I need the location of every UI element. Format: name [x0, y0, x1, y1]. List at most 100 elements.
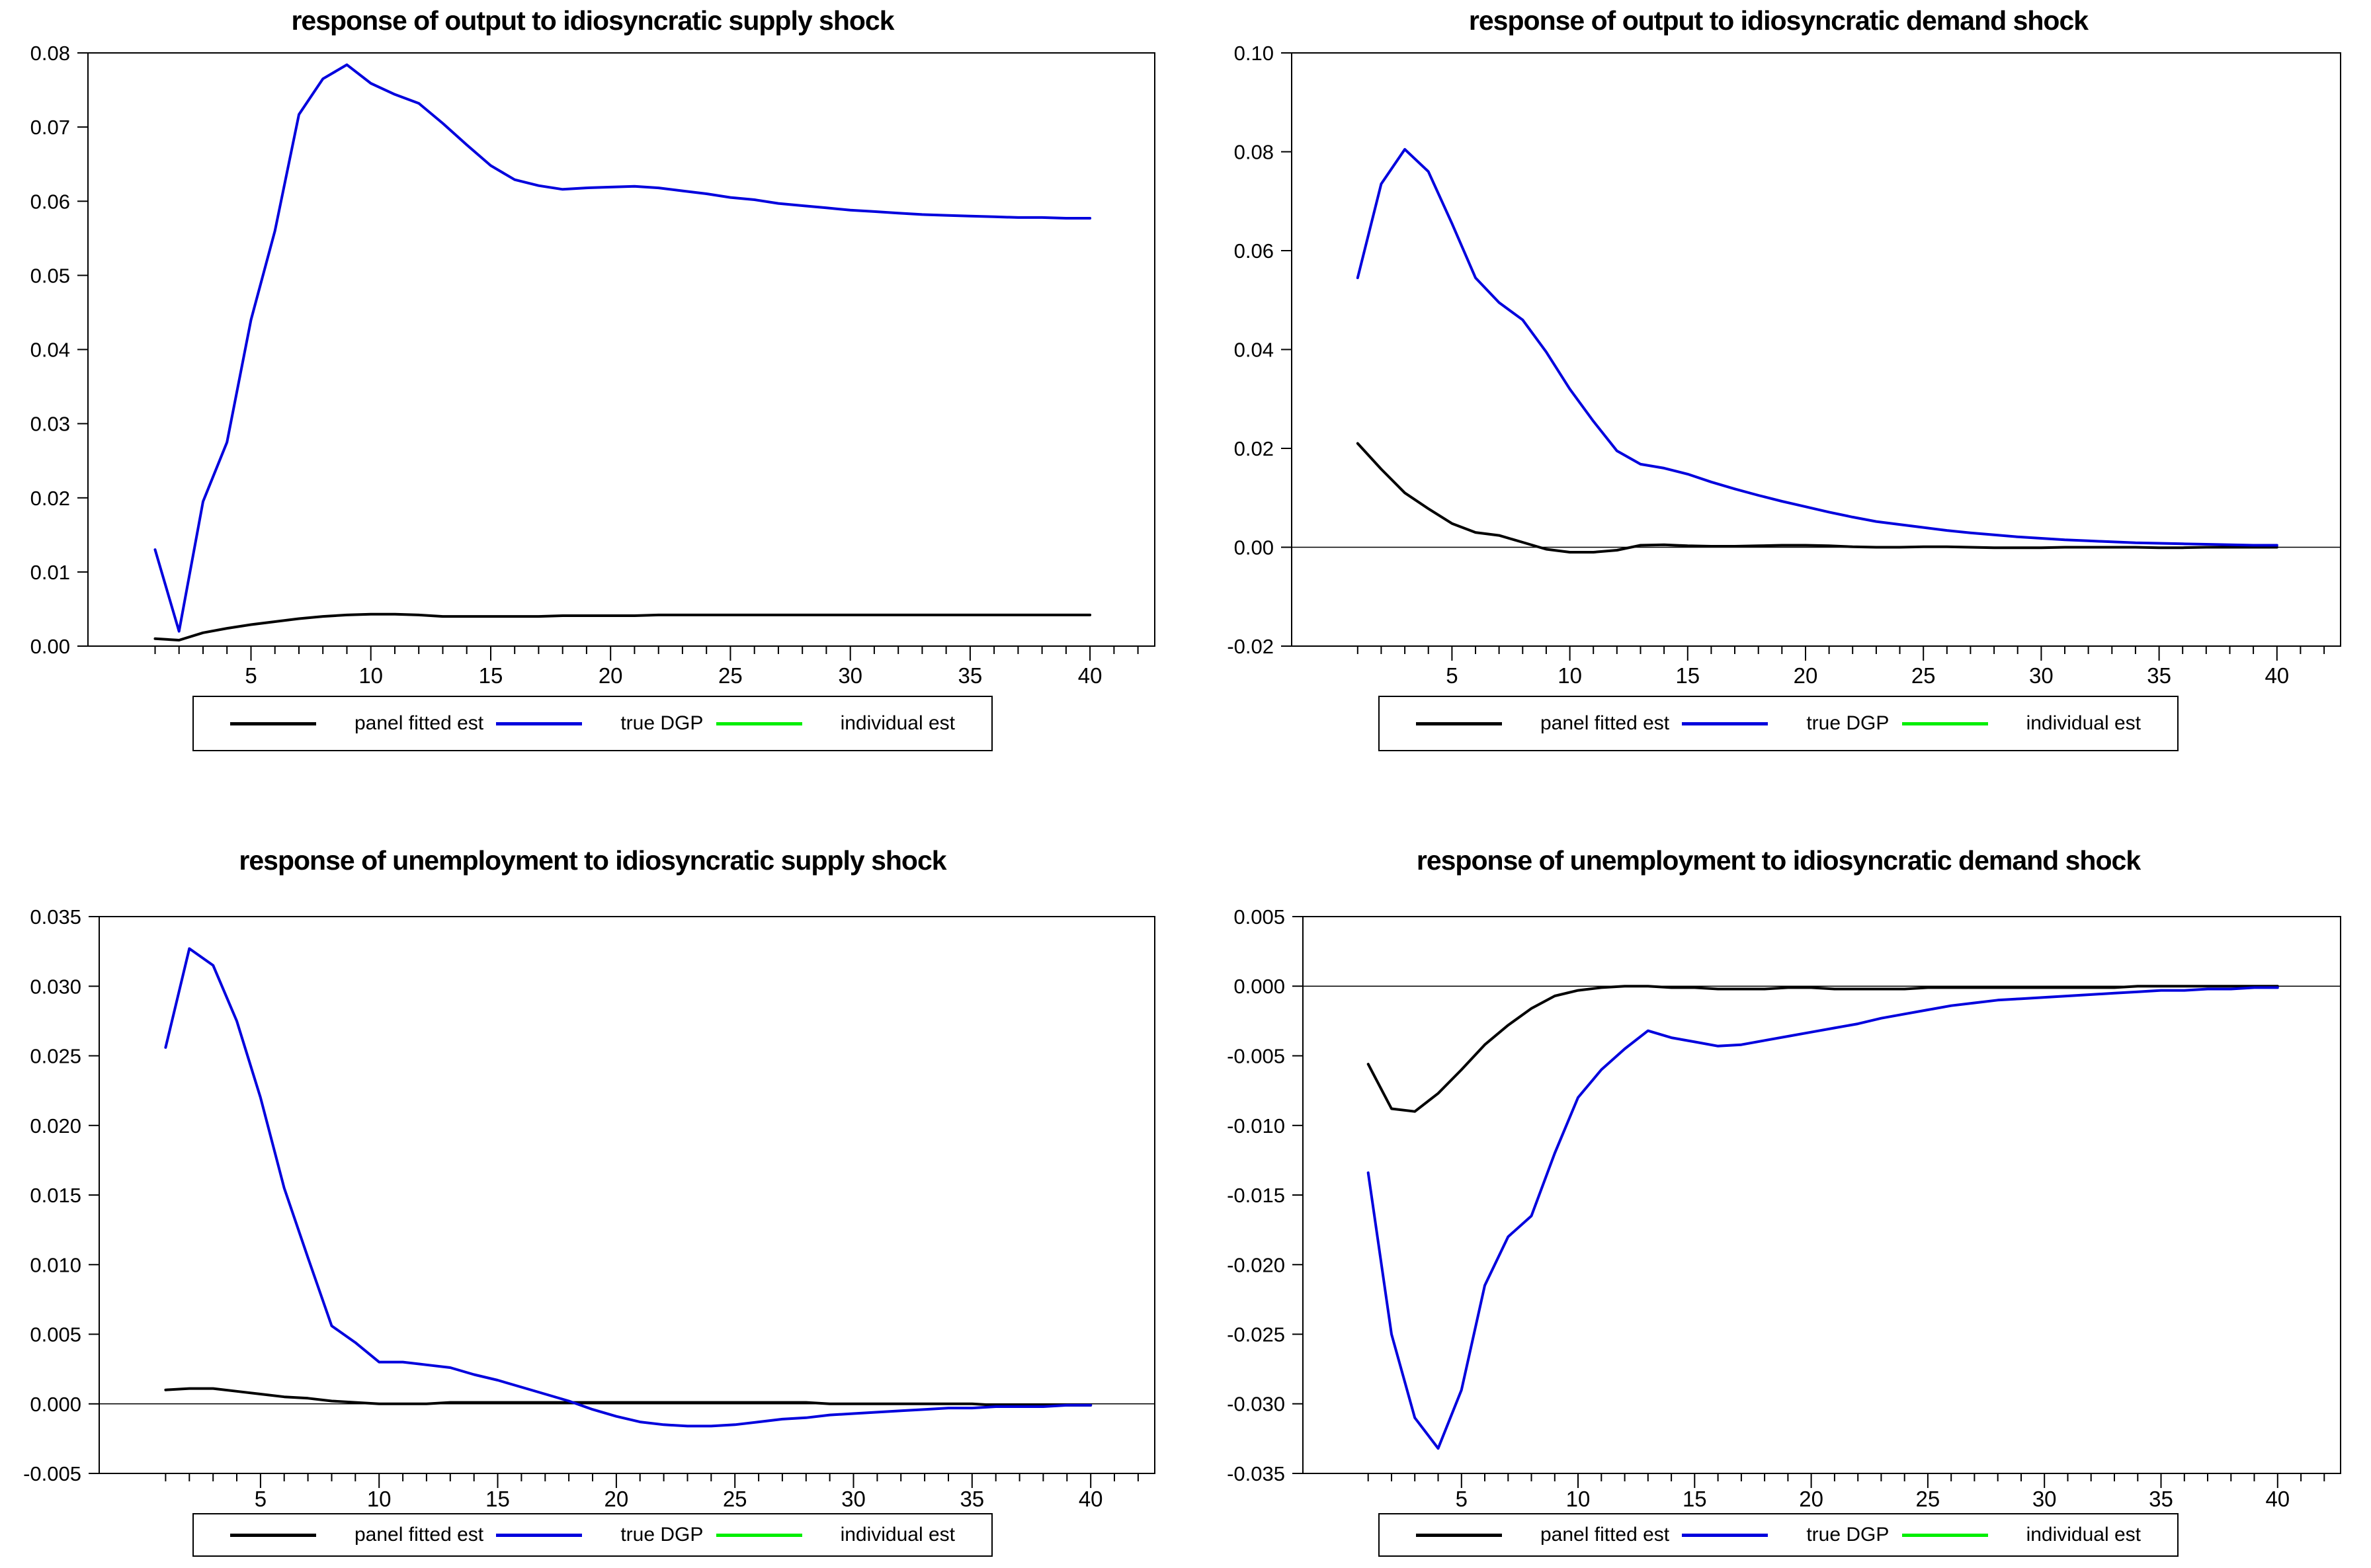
- legend-label: true DGP: [620, 1524, 704, 1546]
- x-tick-label: 35: [2147, 663, 2171, 688]
- y-tick-label: 0.005: [30, 1323, 81, 1346]
- x-tick-label: 5: [1456, 1487, 1468, 1511]
- chart-title: response of output to idiosyncratic dema…: [1468, 5, 2089, 36]
- x-tick-label: 40: [2265, 663, 2289, 688]
- x-tick-label: 10: [367, 1487, 392, 1511]
- legend-item: true DGP: [496, 1524, 703, 1546]
- x-tick-label: 40: [2265, 1487, 2290, 1511]
- legend-label: panel fitted est: [1540, 712, 1670, 734]
- legend: panel fitted est true DGP individual est: [192, 1513, 993, 1557]
- plot-area: 0.00 0.01 0.02 0.03 0.04 0.05 0.06 0.07 0.08 5 10 1…: [30, 42, 1155, 688]
- legend-label: panel fitted est: [354, 1524, 484, 1546]
- y-tick-label: -0.035: [1227, 1462, 1285, 1485]
- x-tick-label: 25: [723, 1487, 747, 1511]
- x-tick-label: 5: [1446, 663, 1458, 688]
- y-tick-label: 0.00: [30, 635, 70, 658]
- x-tick-label: 35: [960, 1487, 984, 1511]
- x-tick-label: 40: [1079, 1487, 1103, 1511]
- series-line: [164, 1387, 1093, 1407]
- x-tick-label: 25: [718, 663, 743, 688]
- plot-frame: [1291, 52, 2341, 647]
- legend-item: true DGP: [496, 712, 703, 735]
- y-tick-label: 0.08: [30, 42, 70, 65]
- y-tick-label: 0.025: [30, 1045, 81, 1068]
- series-line: [153, 612, 1092, 641]
- y-tick-label: -0.005: [23, 1462, 81, 1485]
- plot-frame: [87, 52, 1155, 647]
- y-tick-label: 0.010: [30, 1253, 81, 1276]
- legend-line-sample: [496, 722, 583, 725]
- legend-label: individual est: [2026, 1524, 2141, 1546]
- y-tick-label: -0.02: [1227, 635, 1274, 658]
- legend-item: individual est: [1901, 1524, 2141, 1546]
- legend-line-sample: [496, 1533, 583, 1537]
- plot-area: -0.035 -0.030 -0.025 -0.020 -0.015 -0.010 -0.0…: [1227, 905, 2341, 1511]
- chart-title: response of unemployment to idiosyncrati…: [239, 845, 946, 876]
- legend: panel fitted est true DGP individual est: [192, 696, 993, 751]
- plot-frame: [1302, 916, 2341, 1474]
- series-line: [1366, 985, 2279, 1113]
- y-tick-label: 0.04: [1234, 339, 1274, 362]
- legend-line-sample: [1901, 1533, 1988, 1537]
- chart-panel-unemployment-demand-shock: response of unemployment to idiosyncrati…: [1186, 784, 2371, 1568]
- x-tick-label: 40: [1078, 663, 1102, 688]
- y-tick-label: 0.030: [30, 975, 81, 998]
- y-tick-label: 0.06: [1234, 239, 1274, 263]
- x-tick-label: 20: [599, 663, 623, 688]
- y-tick-label: -0.010: [1227, 1114, 1285, 1137]
- chart-panel-unemployment-supply-shock: response of unemployment to idiosyncrati…: [0, 784, 1185, 1568]
- y-tick-label: 0.005: [1233, 905, 1285, 928]
- y-tick-label: 0.02: [30, 487, 70, 510]
- x-tick-label: 30: [2032, 1487, 2057, 1511]
- y-tick-label: 0.08: [1234, 141, 1274, 164]
- plot-area: -0.02 0.00 0.02 0.04 0.06 0.08 0.10 5 10 15 20 25 30…: [1227, 42, 2341, 688]
- y-tick-label: 0.02: [1234, 437, 1274, 460]
- legend-item: individual est: [1901, 712, 2141, 735]
- legend-item: panel fitted est: [1416, 1524, 1669, 1546]
- x-tick-label: 25: [1911, 663, 1936, 688]
- legend-line-sample: [716, 1533, 802, 1537]
- series-line: [164, 947, 1093, 1428]
- x-tick-label: 10: [358, 663, 383, 688]
- y-tick-label: 0.000: [30, 1393, 81, 1416]
- chart-panel-output-supply-shock: response of output to idiosyncratic supp…: [0, 0, 1185, 784]
- y-tick-label: 0.03: [30, 413, 70, 436]
- x-tick-label: 20: [1794, 663, 1818, 688]
- x-tick-label: 5: [245, 663, 257, 688]
- y-tick-label: 0.07: [30, 116, 70, 139]
- legend: panel fitted est true DGP individual est: [1378, 696, 2179, 751]
- legend-label: true DGP: [1806, 1524, 1890, 1546]
- legend-item: panel fitted est: [1416, 712, 1669, 735]
- y-tick-label: -0.005: [1227, 1045, 1285, 1068]
- chart-title: response of unemployment to idiosyncrati…: [1416, 845, 2141, 876]
- y-tick-label: 0.04: [30, 339, 70, 362]
- legend-label: individual est: [2026, 712, 2141, 734]
- y-tick-label: 0.01: [30, 561, 70, 584]
- y-tick-label: 0.000: [1233, 975, 1285, 998]
- legend-item: panel fitted est: [230, 712, 483, 735]
- y-tick-label: 0.00: [1234, 536, 1274, 559]
- y-tick-label: 0.015: [30, 1184, 81, 1207]
- y-tick-label: -0.030: [1227, 1393, 1285, 1416]
- legend-label: individual est: [840, 712, 955, 734]
- legend-line-sample: [1416, 1533, 1502, 1537]
- legend-line-sample: [716, 722, 802, 725]
- x-tick-label: 30: [841, 1487, 866, 1511]
- legend-item: true DGP: [1682, 712, 1889, 735]
- legend-item: individual est: [716, 712, 955, 735]
- x-tick-label: 25: [1916, 1487, 1940, 1511]
- legend-line-sample: [230, 722, 316, 725]
- series-line: [1356, 442, 2278, 554]
- x-tick-label: 15: [1683, 1487, 1707, 1511]
- y-tick-label: -0.015: [1227, 1184, 1285, 1207]
- series-line: [1366, 986, 2279, 1450]
- x-tick-label: 10: [1558, 663, 1582, 688]
- legend-item: panel fitted est: [230, 1524, 483, 1546]
- y-tick-label: 0.10: [1234, 42, 1274, 65]
- series-line: [153, 63, 1092, 633]
- x-tick-label: 15: [1675, 663, 1700, 688]
- plot-area: -0.005 0.000 0.005 0.010 0.015 0.020 0.025 0.03…: [23, 905, 1155, 1511]
- legend-line-sample: [230, 1533, 316, 1537]
- legend-line-sample: [1901, 722, 1988, 725]
- x-tick-label: 35: [2149, 1487, 2173, 1511]
